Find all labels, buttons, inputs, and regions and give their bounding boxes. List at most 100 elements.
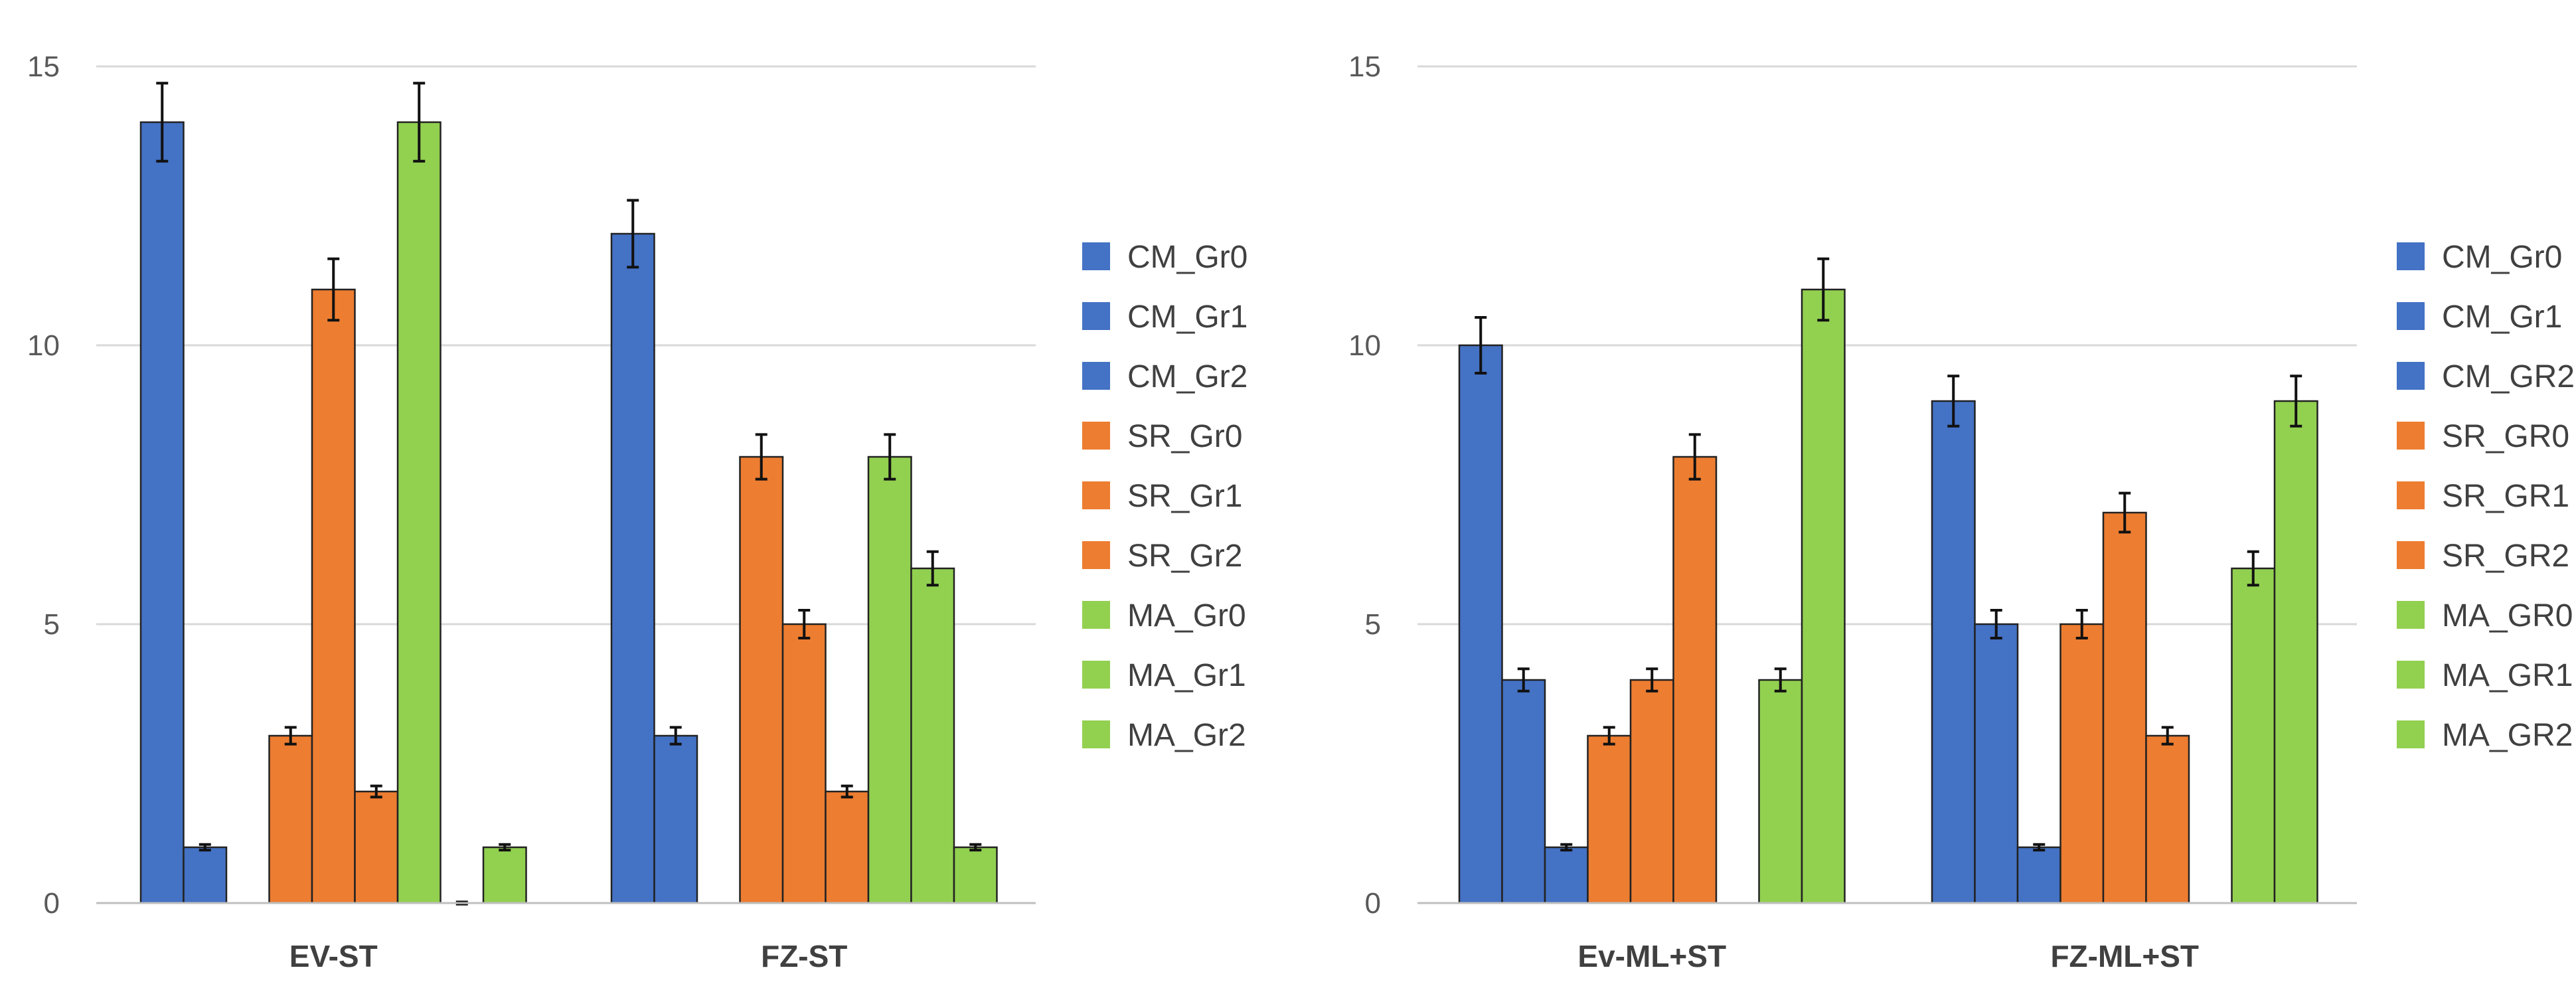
bar xyxy=(1931,400,1976,904)
x-category-label: FZ-ML+ST xyxy=(2050,939,2199,973)
bar xyxy=(739,456,784,904)
legend-label: CM_GR2 xyxy=(2442,359,2575,394)
bar xyxy=(482,846,527,904)
legend-label: SR_Gr0 xyxy=(1127,419,1242,454)
legend-label: MA_GR0 xyxy=(2442,598,2573,633)
legend-swatch xyxy=(1082,661,1110,689)
error-bar xyxy=(1688,433,1701,481)
error-bar xyxy=(926,550,939,587)
y-tick-label: 15 xyxy=(27,50,60,83)
bar xyxy=(2145,734,2190,904)
error-bar xyxy=(1947,375,1960,428)
legend-label: MA_Gr1 xyxy=(1127,658,1246,693)
y-tick-label: 10 xyxy=(27,329,60,362)
y-tick-label: 15 xyxy=(1348,50,1381,83)
error-bar xyxy=(199,843,211,852)
legend-swatch xyxy=(1082,481,1110,509)
legend-swatch xyxy=(2397,720,2425,748)
error-bar xyxy=(1603,726,1615,746)
x-category-label: FZ-ST xyxy=(761,939,847,973)
legend-swatch xyxy=(1082,302,1110,330)
bar xyxy=(653,734,698,904)
error-bar xyxy=(1774,667,1787,693)
error-bar xyxy=(627,199,639,269)
bar xyxy=(1544,846,1589,904)
legend-swatch xyxy=(2397,302,2425,330)
legend-swatch xyxy=(1082,242,1110,270)
bar xyxy=(910,567,955,904)
legend-label: SR_GR0 xyxy=(2442,419,2569,454)
bar xyxy=(1801,288,1846,904)
bar xyxy=(2059,623,2105,904)
legend-swatch xyxy=(1082,362,1110,390)
bar xyxy=(1672,456,1718,904)
legend-swatch xyxy=(2397,422,2425,450)
bar xyxy=(396,121,442,904)
error-bar xyxy=(2161,726,2174,746)
legend: CM_Gr0 CM_Gr1 CM_Gr2 SR_Gr0 SR_Gr1 SR_Gr2 MA_G… xyxy=(1082,240,1248,753)
y-tick-label: 0 xyxy=(44,887,60,920)
bar xyxy=(867,456,912,904)
bar xyxy=(1458,344,1503,904)
chart-panel-1: 0 5 10 15 EV-ST FZ-ST CM_Gr0 CM_Gr1 CM_Gr2 SR_Gr0… xyxy=(27,50,1248,973)
error-bar xyxy=(413,82,426,163)
error-bar xyxy=(969,843,982,852)
error-bar xyxy=(841,784,853,799)
error-bar xyxy=(669,726,682,746)
error-bar xyxy=(2033,843,2046,852)
error-bar xyxy=(370,784,382,799)
legend-swatch xyxy=(2397,541,2425,569)
error-bar xyxy=(755,433,767,481)
legend-swatch xyxy=(2397,481,2425,509)
error-bar xyxy=(2290,375,2302,428)
bar xyxy=(354,790,399,904)
error-bar xyxy=(2247,550,2259,587)
legend-label: MA_Gr2 xyxy=(1127,718,1246,753)
y-tick-label: 10 xyxy=(1348,329,1381,362)
legend-label: MA_GR1 xyxy=(2442,658,2573,693)
legend-label: SR_GR2 xyxy=(2442,539,2569,574)
y-tick-label: 5 xyxy=(1365,608,1381,641)
error-bar xyxy=(1560,843,1573,852)
error-bar xyxy=(284,726,297,746)
bar xyxy=(781,623,827,904)
legend-swatch xyxy=(2397,362,2425,390)
error-bar xyxy=(1817,257,1830,322)
legend-label: MA_Gr0 xyxy=(1127,598,1246,633)
error-bar xyxy=(327,257,340,322)
legend-label: MA_GR2 xyxy=(2442,718,2573,753)
legend-label: CM_Gr0 xyxy=(1127,240,1248,275)
legend-label: CM_Gr1 xyxy=(1127,299,1248,335)
y-tick-label: 0 xyxy=(1365,887,1381,920)
legend-label: CM_Gr0 xyxy=(2442,240,2562,275)
legend-swatch xyxy=(1082,601,1110,629)
error-bar xyxy=(1475,316,1487,375)
legend-swatch xyxy=(1082,720,1110,748)
legend-swatch xyxy=(1082,541,1110,569)
legend-label: SR_Gr1 xyxy=(1127,479,1242,514)
bar xyxy=(183,846,228,904)
bar xyxy=(268,734,313,904)
legend-label: SR_Gr2 xyxy=(1127,539,1242,574)
bar xyxy=(2102,511,2147,904)
y-tick-label: 5 xyxy=(44,608,60,641)
error-bar xyxy=(156,82,169,163)
x-category-label: EV-ST xyxy=(289,939,378,973)
bar xyxy=(2231,567,2276,904)
bar xyxy=(1629,679,1674,904)
error-bar xyxy=(2119,491,2131,534)
legend-label: CM_Gr2 xyxy=(1127,359,1248,394)
error-bar xyxy=(499,843,511,852)
legend-label: CM_Gr1 xyxy=(2442,299,2562,335)
error-bar xyxy=(1517,667,1530,693)
bar xyxy=(311,288,356,904)
bar xyxy=(2016,846,2061,904)
bar xyxy=(1501,679,1546,904)
legend-swatch xyxy=(2397,601,2425,629)
bar xyxy=(139,121,185,904)
legend-swatch xyxy=(2397,242,2425,270)
error-bar xyxy=(1990,609,2002,639)
x-category-label: Ev-ML+ST xyxy=(1577,939,1726,973)
error-bar xyxy=(1646,667,1658,693)
